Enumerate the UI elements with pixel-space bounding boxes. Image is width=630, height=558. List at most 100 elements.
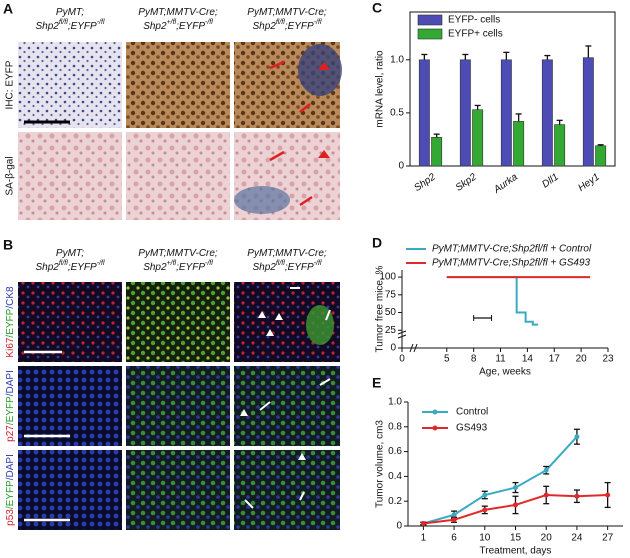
y-axis-label: mRNA level, ratio bbox=[375, 50, 386, 128]
superscript: fl/fl bbox=[276, 19, 285, 26]
arrows bbox=[244, 287, 331, 509]
text-segment: PyMT;MMTV-Cre; bbox=[247, 248, 327, 259]
bar bbox=[582, 57, 594, 167]
panel-label: A bbox=[3, 1, 13, 17]
y-tick-label: 0.2 bbox=[388, 496, 402, 507]
x-tick-label: Hey1 bbox=[576, 172, 601, 194]
superscript: fl/fl bbox=[59, 260, 68, 267]
micrograph bbox=[234, 366, 340, 446]
row-label: SA-β-gal bbox=[5, 156, 16, 195]
panel-label: C bbox=[372, 0, 382, 16]
point bbox=[513, 485, 518, 491]
header-line: Shp2fl/fl;EYFP-/fl bbox=[36, 19, 105, 31]
bar bbox=[459, 59, 471, 167]
x-tick-label: 15 bbox=[510, 533, 522, 544]
y-tick-label: 25 bbox=[385, 325, 397, 336]
header-line: Shp2fl/fl;EYFP-/fl bbox=[253, 260, 322, 272]
text-segment: Shp2 bbox=[253, 262, 277, 273]
x-tick-label: 27 bbox=[602, 533, 614, 544]
bar bbox=[513, 121, 525, 167]
header-line: PyMT;MMTV-Cre; bbox=[138, 248, 218, 259]
label-segment: /DAPI bbox=[5, 370, 16, 396]
x-tick-label: Dll1 bbox=[540, 172, 560, 191]
legend-marker bbox=[432, 409, 438, 415]
micrograph bbox=[126, 132, 230, 220]
y-tick-label: 0.5 bbox=[390, 108, 404, 119]
text-segment: Shp2 bbox=[143, 262, 167, 273]
micrograph bbox=[234, 450, 340, 530]
y-tick-label: 50 bbox=[385, 307, 397, 318]
micrograph bbox=[18, 366, 122, 446]
label-segment: Ki67 bbox=[5, 337, 16, 357]
x-tick-label: 24 bbox=[571, 533, 583, 544]
panel-label: D bbox=[372, 235, 382, 251]
text-segment: ;EYFP bbox=[68, 21, 97, 32]
y-tick-label: 0.6 bbox=[388, 446, 402, 457]
header-line: PyMT;MMTV-Cre; bbox=[247, 248, 327, 259]
legend-label: EYFP+ cells bbox=[448, 29, 503, 40]
x-tick-label: 14 bbox=[522, 354, 534, 365]
x-tick-label: 5 bbox=[444, 354, 450, 365]
label-segment: /EYFP bbox=[5, 396, 16, 425]
bar bbox=[418, 59, 430, 167]
superscript: -/fl bbox=[97, 260, 105, 267]
x-tick-label: Skp2 bbox=[454, 171, 479, 193]
x-tick-label: 20 bbox=[541, 533, 553, 544]
micrograph bbox=[126, 42, 230, 128]
y-tick-label: 75 bbox=[385, 289, 397, 300]
axis-break bbox=[397, 330, 418, 353]
micrograph bbox=[18, 282, 122, 362]
text-segment: PyMT;MMTV-Cre; bbox=[247, 7, 327, 18]
header-line: Shp2+/fl;EYFP-/fl bbox=[143, 260, 213, 272]
header-line: Shp2fl/fl;EYFP-/fl bbox=[253, 19, 322, 31]
point bbox=[605, 492, 611, 498]
micrograph bbox=[18, 450, 122, 530]
text-segment: PyMT; bbox=[56, 7, 84, 18]
x-tick-label: 20 bbox=[576, 354, 588, 365]
text-segment: ;EYFP bbox=[176, 262, 205, 273]
text-segment: ;EYFP bbox=[285, 262, 314, 273]
superscript: -/fl bbox=[205, 19, 213, 26]
superscript: -/fl bbox=[314, 19, 322, 26]
x-axis-label: Treatment, days bbox=[480, 546, 552, 557]
y-axis-label: Tumor volume, cm3 bbox=[375, 420, 386, 508]
point bbox=[574, 434, 580, 440]
micrograph bbox=[126, 366, 230, 446]
micrograph bbox=[126, 450, 230, 530]
superscript: -/fl bbox=[205, 260, 213, 267]
superscript: -/fl bbox=[97, 19, 105, 26]
bar bbox=[554, 124, 566, 167]
bar bbox=[472, 109, 484, 167]
superscript: +/fl bbox=[167, 19, 177, 26]
micrograph bbox=[126, 282, 230, 362]
header-line: PyMT; bbox=[56, 7, 84, 18]
bar bbox=[595, 145, 607, 167]
text-segment: Shp2 bbox=[253, 21, 277, 32]
superscript: fl/fl bbox=[59, 19, 68, 26]
point bbox=[543, 492, 549, 498]
label-segment: /DAPI bbox=[5, 454, 16, 480]
micrograph bbox=[18, 132, 122, 220]
panel-label: E bbox=[372, 375, 381, 391]
x-tick-label: 6 bbox=[451, 533, 457, 544]
y-tick-label: 100 bbox=[379, 272, 396, 283]
survival-line bbox=[446, 276, 539, 326]
y-tick-label: 0 bbox=[398, 161, 404, 172]
micrograph-region bbox=[234, 186, 290, 214]
legend-label: EYFP- cells bbox=[448, 15, 500, 26]
text-segment: Shp2 bbox=[36, 21, 60, 32]
point bbox=[482, 492, 488, 498]
row-label: p53/EYFP/DAPI bbox=[5, 454, 16, 526]
x-axis-label: Age, weeks bbox=[479, 367, 531, 378]
superscript: fl/fl bbox=[276, 260, 285, 267]
y-tick-label: 0 bbox=[396, 521, 402, 532]
legend-swatch bbox=[417, 28, 443, 40]
row-label: p27/EYFP/DAPI bbox=[5, 370, 16, 442]
header-line: PyMT; bbox=[56, 248, 84, 259]
bar bbox=[541, 59, 553, 167]
header-line: PyMT;MMTV-Cre; bbox=[247, 7, 327, 18]
point bbox=[482, 507, 488, 513]
x-tick-label: 11 bbox=[495, 354, 506, 365]
arrows bbox=[269, 60, 313, 207]
